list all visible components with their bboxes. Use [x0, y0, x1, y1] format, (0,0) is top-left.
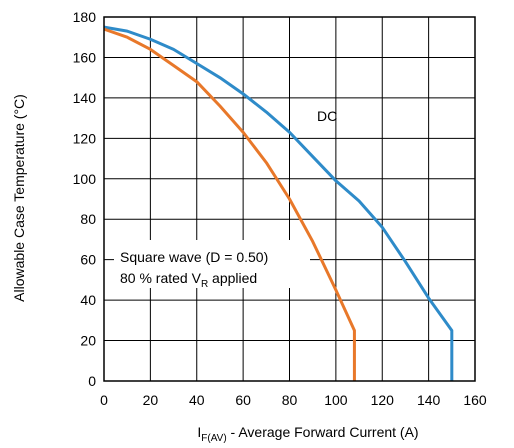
x-tick-label: 160 — [463, 392, 487, 408]
x-tick-label: 120 — [371, 392, 395, 408]
tick-labels: 0 20 40 60 80 100 120 140 160 0 20 40 60 80 100 120 140 1… — [73, 9, 487, 408]
annotation-rated-vr: 80 % rated VR applied — [120, 270, 257, 290]
series-line-dc — [103, 25, 454, 381]
annotation-box — [114, 240, 310, 288]
annotation-rated-vr-sub: R — [201, 279, 208, 290]
y-tick-label: 120 — [73, 130, 97, 146]
x-tick-label: 140 — [417, 392, 441, 408]
x-tick-label: 60 — [235, 392, 251, 408]
y-tick-label: 180 — [73, 9, 97, 25]
x-tick-label: 100 — [324, 392, 348, 408]
y-tick-label: 20 — [80, 333, 96, 349]
x-axis-title: IF(AV) - Average Forward Current (A) — [197, 424, 418, 444]
plot-frame — [103, 16, 476, 382]
y-tick-label: 100 — [73, 171, 97, 187]
y-tick-label: 60 — [80, 252, 96, 268]
x-axis-title-sub: F(AV) — [201, 433, 226, 444]
y-tick-label: 80 — [80, 211, 96, 227]
annotation-square-wave: Square wave (D = 0.50) — [120, 249, 268, 265]
x-axis-title-rest: - Average Forward Current (A) — [227, 424, 419, 440]
series-layer — [103, 25, 454, 381]
y-tick-label: 160 — [73, 49, 97, 65]
x-tick-label: 20 — [143, 392, 159, 408]
x-tick-label: 80 — [282, 392, 298, 408]
x-tick-label: 40 — [189, 392, 205, 408]
grid — [104, 17, 475, 381]
series-line-square-wave — [103, 27, 356, 381]
x-tick-label: 0 — [100, 392, 108, 408]
y-tick-label: 40 — [80, 292, 96, 308]
annotation-dc: DC — [317, 108, 337, 124]
annotation-rated-vr-pre: 80 % rated V — [120, 270, 202, 286]
y-tick-label: 140 — [73, 90, 97, 106]
x-axis-title-main: I — [197, 424, 201, 440]
y-tick-label: 0 — [88, 373, 96, 389]
y-axis-title: Allowable Case Temperature (°C) — [11, 94, 27, 302]
annotation-rated-vr-post: applied — [208, 270, 257, 286]
